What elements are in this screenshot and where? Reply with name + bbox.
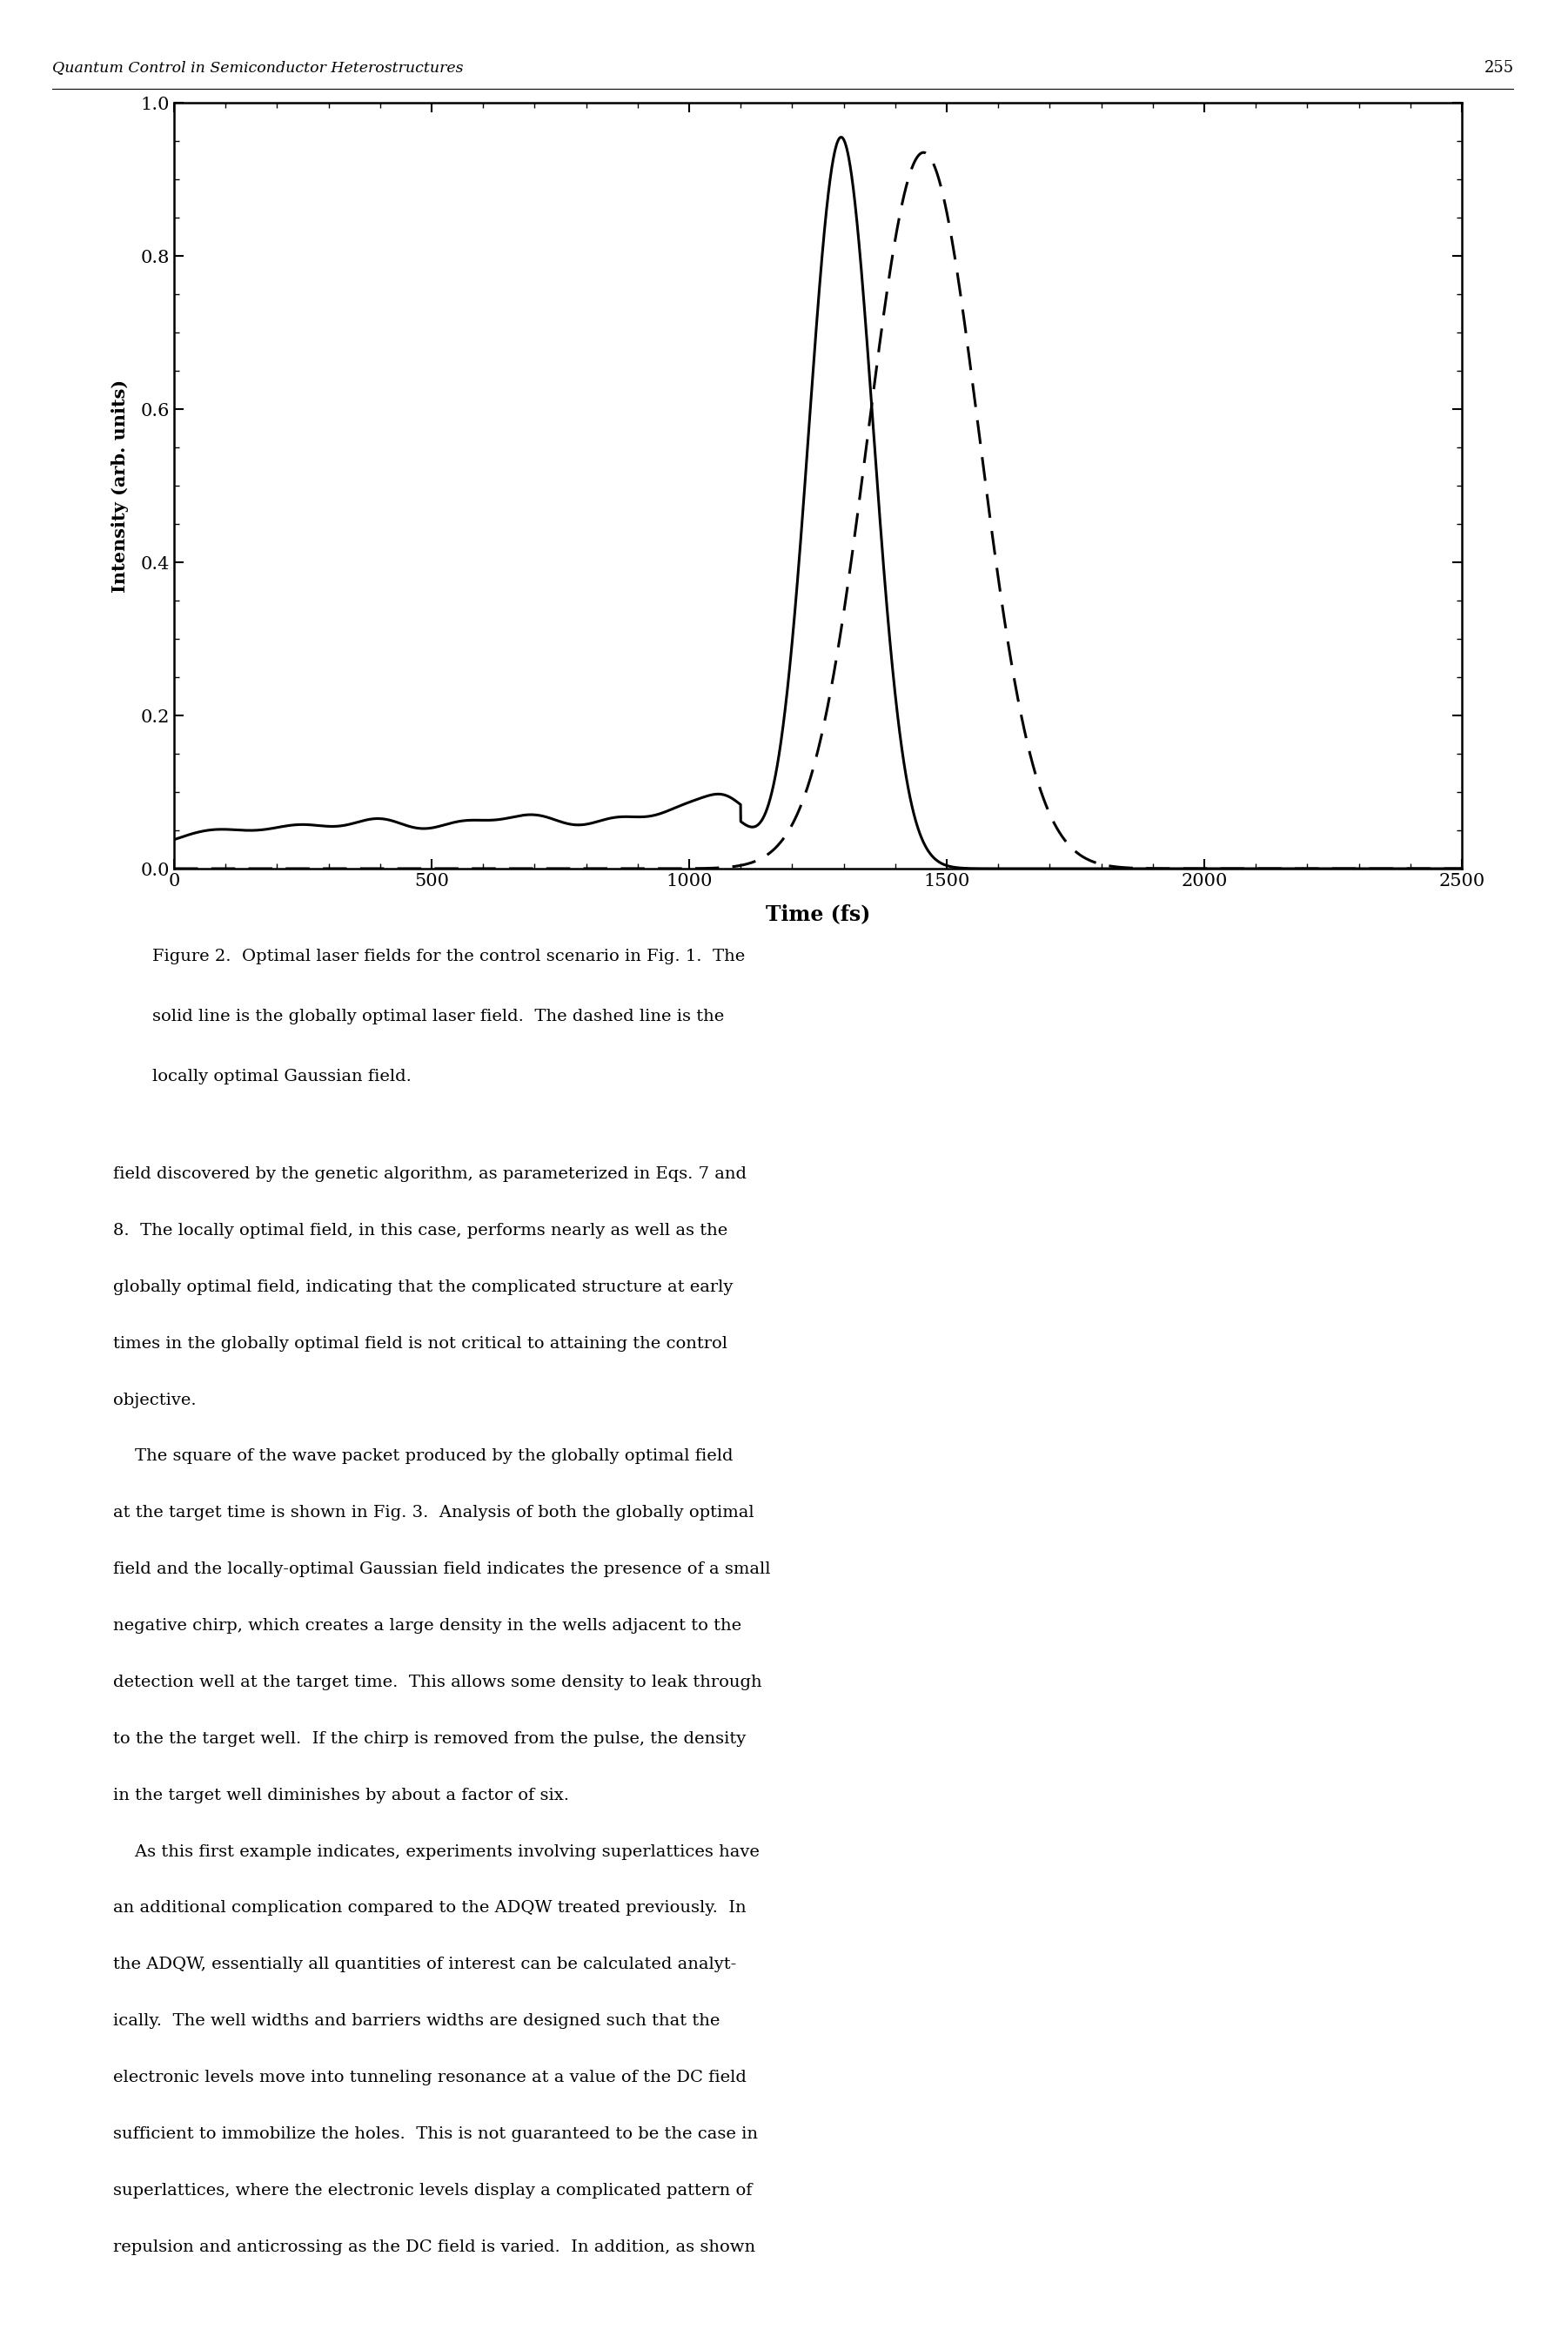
- Text: solid line is the globally optimal laser field.  The dashed line is the: solid line is the globally optimal laser…: [152, 1008, 724, 1025]
- Text: times in the globally optimal field is not critical to attaining the control: times in the globally optimal field is n…: [113, 1335, 728, 1351]
- Y-axis label: Intensity (arb. units): Intensity (arb. units): [111, 378, 129, 592]
- Text: sufficient to immobilize the holes.  This is not guaranteed to be the case in: sufficient to immobilize the holes. This…: [113, 2127, 757, 2141]
- Text: objective.: objective.: [113, 1391, 196, 1408]
- Text: Figure 2.  Optimal laser fields for the control scenario in Fig. 1.  The: Figure 2. Optimal laser fields for the c…: [152, 949, 745, 964]
- Text: an additional complication compared to the ADQW treated previously.  In: an additional complication compared to t…: [113, 1901, 746, 1915]
- Text: electronic levels move into tunneling resonance at a value of the DC field: electronic levels move into tunneling re…: [113, 2070, 746, 2084]
- Text: globally optimal field, indicating that the complicated structure at early: globally optimal field, indicating that …: [113, 1278, 732, 1295]
- Text: repulsion and anticrossing as the DC field is varied.  In addition, as shown: repulsion and anticrossing as the DC fie…: [113, 2240, 756, 2256]
- Text: Quantum Control in Semiconductor Heterostructures: Quantum Control in Semiconductor Heteros…: [52, 61, 464, 75]
- Text: 8.  The locally optimal field, in this case, performs nearly as well as the: 8. The locally optimal field, in this ca…: [113, 1222, 728, 1238]
- Text: field and the locally-optimal Gaussian field indicates the presence of a small: field and the locally-optimal Gaussian f…: [113, 1560, 770, 1577]
- Text: at the target time is shown in Fig. 3.  Analysis of both the globally optimal: at the target time is shown in Fig. 3. A…: [113, 1504, 754, 1520]
- Text: to the the target well.  If the chirp is removed from the pulse, the density: to the the target well. If the chirp is …: [113, 1732, 746, 1746]
- Text: detection well at the target time.  This allows some density to leak through: detection well at the target time. This …: [113, 1676, 762, 1690]
- Text: field discovered by the genetic algorithm, as parameterized in Eqs. 7 and: field discovered by the genetic algorith…: [113, 1166, 746, 1182]
- Text: locally optimal Gaussian field.: locally optimal Gaussian field.: [152, 1069, 411, 1083]
- Text: As this first example indicates, experiments involving superlattices have: As this first example indicates, experim…: [113, 1845, 759, 1859]
- Text: negative chirp, which creates a large density in the wells adjacent to the: negative chirp, which creates a large de…: [113, 1619, 742, 1633]
- Text: ically.  The well widths and barriers widths are designed such that the: ically. The well widths and barriers wid…: [113, 2014, 720, 2028]
- Text: the ADQW, essentially all quantities of interest can be calculated analyt-: the ADQW, essentially all quantities of …: [113, 1958, 737, 1972]
- Text: The square of the wave packet produced by the globally optimal field: The square of the wave packet produced b…: [113, 1448, 734, 1464]
- X-axis label: Time (fs): Time (fs): [765, 905, 870, 926]
- Text: in the target well diminishes by about a factor of six.: in the target well diminishes by about a…: [113, 1788, 569, 1802]
- Text: superlattices, where the electronic levels display a complicated pattern of: superlattices, where the electronic leve…: [113, 2183, 753, 2197]
- Text: 255: 255: [1485, 61, 1515, 75]
